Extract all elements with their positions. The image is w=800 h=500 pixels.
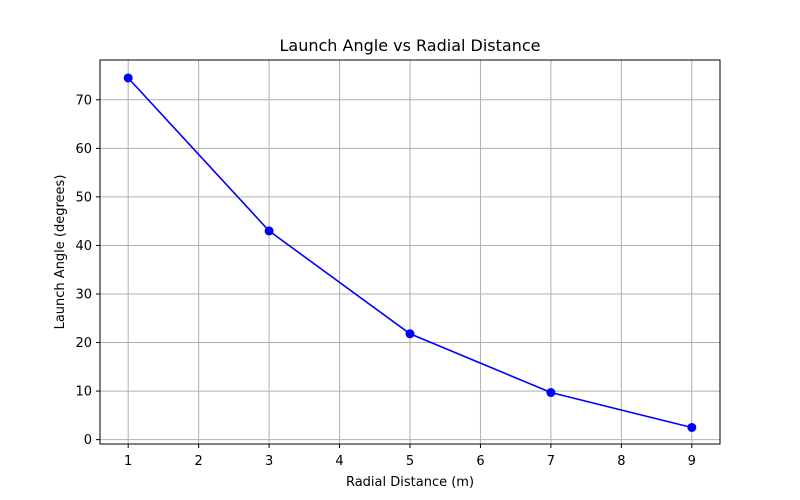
y-axis-label: Launch Angle (degrees) — [53, 175, 68, 330]
data-point — [405, 329, 415, 339]
chart-title: Launch Angle vs Radial Distance — [280, 36, 541, 55]
y-axis-ticks: 0 10 20 30 40 50 60 70 — [75, 93, 100, 448]
y-tick-label: 60 — [75, 142, 92, 157]
data-point — [123, 73, 133, 83]
x-tick-label: 7 — [547, 454, 555, 469]
series-group — [123, 73, 697, 432]
grid — [100, 60, 720, 444]
x-tick-label: 5 — [406, 454, 414, 469]
x-tick-label: 1 — [124, 454, 132, 469]
x-tick-label: 8 — [617, 454, 625, 469]
data-point — [687, 422, 697, 432]
y-tick-label: 50 — [75, 190, 92, 205]
x-tick-label: 3 — [265, 454, 273, 469]
data-point — [546, 388, 556, 398]
x-tick-label: 2 — [194, 454, 202, 469]
data-point — [264, 226, 274, 236]
plot-frame — [99, 59, 721, 445]
y-tick-label: 30 — [75, 287, 92, 302]
x-axis-ticks: 1 2 3 4 5 6 7 8 9 — [124, 444, 696, 469]
y-tick-label: 0 — [84, 433, 92, 448]
y-tick-label: 10 — [75, 385, 92, 400]
x-tick-label: 6 — [476, 454, 484, 469]
y-tick-label: 70 — [75, 93, 92, 108]
x-axis-label: Radial Distance (m) — [346, 475, 474, 490]
x-tick-label: 4 — [335, 454, 343, 469]
y-tick-label: 40 — [75, 239, 92, 254]
y-tick-label: 20 — [75, 336, 92, 351]
x-tick-label: 9 — [688, 454, 696, 469]
